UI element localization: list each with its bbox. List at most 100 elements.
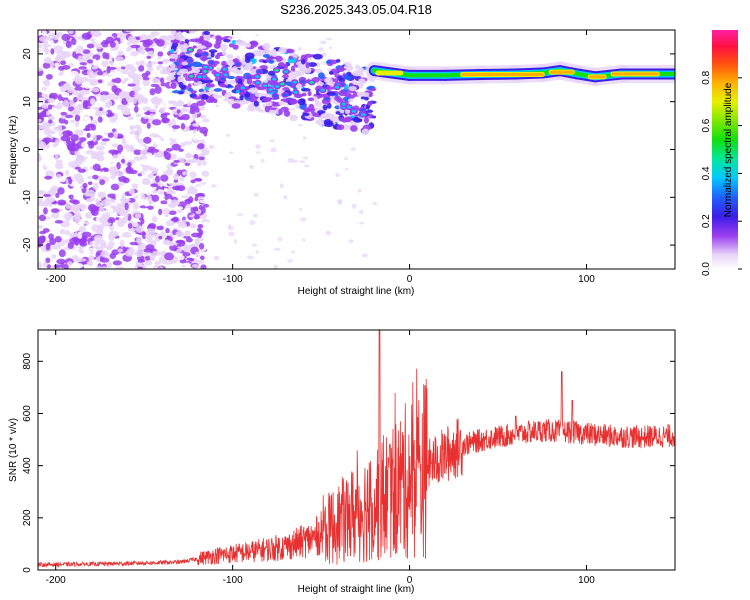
heatmap-band-blob (208, 49, 218, 53)
heatmap-bright-spot (186, 57, 194, 64)
heatmap-noise-blob (91, 87, 100, 93)
colorbar-tick-label: 0.0 (701, 262, 712, 276)
heatmap-noise-blob (169, 199, 180, 207)
heatmap-noise-blob (146, 122, 151, 129)
heatmap-band-blob (315, 119, 324, 125)
heatmap-noise-blob (160, 174, 169, 182)
heatmap-noise-blob (43, 128, 52, 136)
heatmap-noise-blob (138, 65, 145, 72)
heatmap-faint-blob (299, 217, 307, 222)
heatmap-noise-blob (198, 242, 205, 250)
heatmap-band-blob (168, 67, 179, 71)
heatmap-noise-blob (87, 181, 93, 186)
heatmap-noise-blob (68, 194, 74, 200)
heatmap-noise-blob (57, 187, 65, 195)
heatmap-noise-blob (113, 112, 118, 121)
heatmap-noise-blob (110, 183, 120, 191)
heatmap-noise-blob (68, 30, 74, 35)
heatmap-noise-blob (62, 130, 72, 137)
heatmap-faint-blob (372, 201, 378, 206)
heatmap-noise-blob (141, 181, 152, 185)
heatmap-bright-spot (245, 74, 253, 81)
heatmap-noise-blob (43, 207, 48, 215)
heatmap-noise-blob (144, 39, 154, 46)
heatmap-noise-blob (91, 78, 99, 84)
heatmap-noise-blob (102, 127, 112, 133)
heatmap-noise-blob (92, 106, 100, 110)
heatmap-noise-blob (175, 230, 184, 237)
heatmap-noise-blob (123, 144, 130, 150)
heatmap-noise-blob (133, 149, 142, 156)
heatmap-noise-blob (101, 138, 110, 142)
heatmap-faint-blob (298, 160, 306, 164)
heatmap-noise-blob (109, 41, 116, 48)
heatmap-noise-blob (54, 154, 59, 161)
heatmap-band-blob (369, 87, 377, 92)
heatmap-noise-blob (192, 206, 199, 212)
heatmap-noise-blob (54, 162, 64, 170)
heatmap-noise-blob (129, 169, 138, 174)
heatmap-faint-blob (225, 133, 231, 137)
heatmap-noise-blob (166, 126, 172, 135)
heatmap-noise-blob (97, 224, 105, 230)
heatmap-noise-blob (39, 230, 47, 235)
heatmap-faint-blob (241, 261, 245, 264)
heatmap-noise-blob (113, 131, 118, 140)
heatmap-noise-blob (74, 119, 80, 128)
heatmap-noise-blob (169, 242, 175, 247)
heatmap-noise-blob (51, 244, 61, 250)
heatmap-noise-blob (132, 222, 139, 228)
heatmap-noise-blob (142, 76, 150, 81)
heatmap-bright-spot (278, 81, 287, 87)
heatmap-noise-blob (177, 208, 183, 213)
heatmap-faint-blob (273, 264, 279, 269)
heatmap-noise-blob (154, 99, 161, 106)
heatmap-faint-blob (326, 37, 333, 41)
heatmap-band-blob (215, 54, 221, 60)
heatmap-band-blob (246, 106, 256, 112)
heatmap-faint-blob (325, 230, 332, 236)
heatmap-noise-blob (167, 100, 177, 104)
heatmap-noise-blob (123, 112, 131, 116)
heatmap-band-blob (244, 93, 251, 98)
heatmap-noise-blob (165, 227, 170, 234)
heatmap-band-blob (322, 104, 328, 111)
heatmap-noise-blob (202, 203, 210, 208)
heatmap-noise-blob (151, 216, 158, 223)
heatmap-noise-blob (110, 205, 115, 209)
heatmap-noise-blob (191, 232, 201, 238)
heatmap-noise-blob (100, 200, 111, 207)
heatmap-faint-blob (246, 255, 254, 260)
heatmap-noise-blob (65, 138, 71, 145)
heatmap-noise-blob (64, 114, 74, 119)
heatmap-noise-blob (107, 217, 116, 224)
heatmap-noise-blob (77, 104, 82, 111)
heatmap-band-blob (297, 64, 306, 70)
snr-x-tick-label: 0 (407, 575, 413, 586)
heatmap-noise-blob (59, 85, 65, 93)
heatmap-noise-blob (74, 77, 82, 83)
heatmap-noise-blob (198, 199, 208, 204)
heatmap-noise-blob (70, 119, 75, 123)
heatmap-noise-blob (89, 38, 96, 42)
heatmap-noise-blob (192, 122, 201, 127)
heatmap-noise-blob (111, 143, 119, 148)
heatmap-noise-blob (82, 182, 88, 189)
heatmap-bright-spot (292, 89, 300, 96)
heatmap-faint-blob (307, 57, 312, 61)
heatmap-noise-blob (79, 250, 84, 254)
heatmap-noise-blob (121, 80, 127, 84)
heatmap-noise-blob (87, 247, 98, 254)
heatmap-noise-blob (163, 58, 170, 64)
heatmap-noise-blob (109, 60, 115, 66)
heatmap-noise-blob (116, 153, 123, 161)
heatmap-noise-blob (68, 62, 75, 67)
heatmap-noise-blob (58, 249, 66, 258)
heatmap-noise-blob (70, 134, 79, 142)
heatmap-noise-blob (130, 44, 141, 49)
heatmap-noise-blob (45, 110, 51, 116)
heatmap-noise-blob (142, 78, 150, 87)
heatmap-noise-blob (74, 114, 81, 122)
